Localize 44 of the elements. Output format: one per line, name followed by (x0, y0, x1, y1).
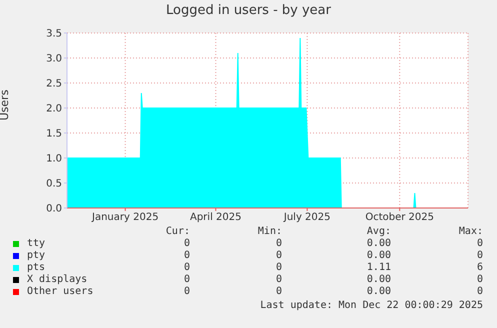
text: 0 (184, 238, 190, 249)
text: 0.00 (366, 250, 391, 261)
text: 0 (184, 274, 190, 285)
legend-label: X displays (27, 274, 88, 285)
text: 0 (476, 250, 483, 261)
chart-title: Logged in users - by year (164, 3, 332, 18)
text: Cur: (166, 226, 190, 237)
y-tick-label: 1.0 (46, 154, 62, 165)
text: 0 (184, 262, 190, 273)
legend-label: pty (27, 250, 46, 261)
text: 0 (476, 286, 483, 297)
y-tick-label: 0.0 (46, 204, 62, 215)
x-tick-label: April 2025 (190, 212, 242, 224)
text: 0 (184, 286, 190, 297)
text: 0 (276, 286, 282, 297)
text: 1.11 (366, 262, 391, 273)
text: 0.00 (366, 274, 391, 285)
legend-label: Other users (27, 286, 94, 297)
x-tick-label: January 2025 (91, 212, 159, 224)
x-tick-label: July 2025 (282, 212, 331, 224)
text: 0 (276, 262, 282, 273)
y-axis-title: Users (0, 89, 11, 120)
y-tick-label: 0.5 (46, 178, 62, 190)
y-tick-label: 3.5 (46, 28, 62, 40)
text: 0 (276, 274, 282, 285)
y-tick-label: 3.0 (46, 54, 62, 65)
x-tick-label: October 2025 (365, 212, 434, 224)
text: 0.00 (366, 238, 391, 249)
legend-label: tty (27, 238, 46, 249)
text: 0 (184, 250, 190, 261)
y-tick-label: 2.0 (46, 104, 62, 115)
y-tick-label: 1.5 (46, 128, 62, 140)
text: 0 (476, 274, 483, 285)
text: Avg: (366, 226, 391, 237)
text: 0.00 (366, 286, 391, 297)
legend-label: pts (27, 262, 46, 273)
text: Max: (458, 226, 483, 237)
text: Min: (258, 226, 282, 237)
text: 0 (276, 238, 282, 249)
text: 0 (276, 250, 282, 261)
y-tick-label: 2.5 (46, 78, 62, 90)
text: Last update: Mon Dec 22 00:00:29 2025 (260, 300, 483, 311)
text: 6 (476, 262, 483, 273)
text: 0 (476, 238, 483, 249)
